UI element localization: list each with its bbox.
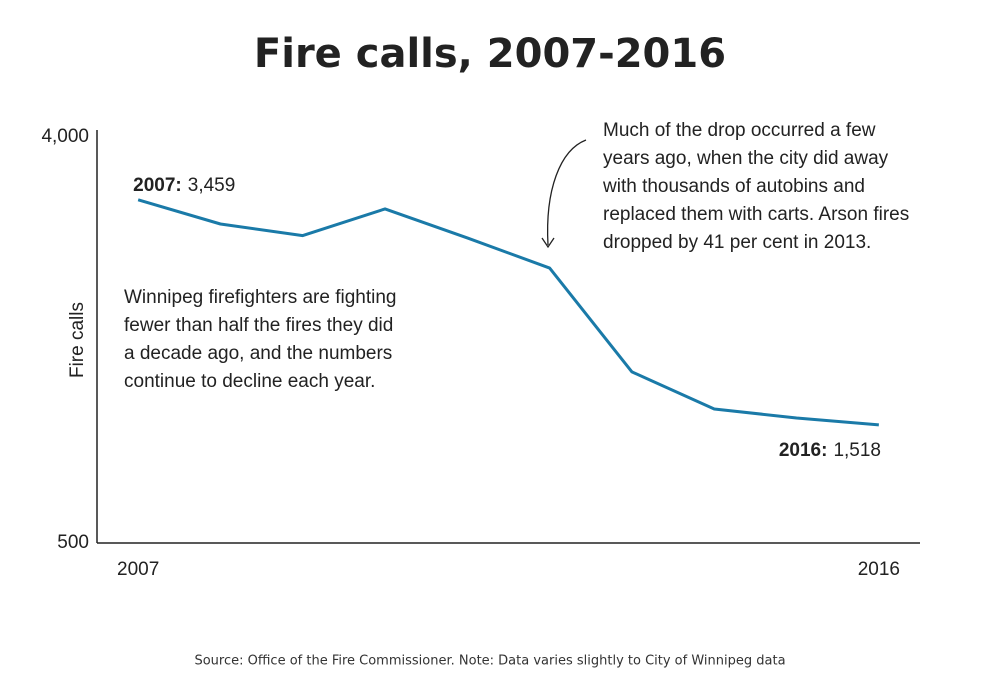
point-label-year: 2007: [133,175,182,196]
annotation-arrowhead [541,237,555,249]
annotation-line: Much of the drop occurred a few [603,120,876,141]
annotation-line: replaced them with carts. Arson fires [603,204,909,225]
point-label-value: 3,459 [188,175,236,196]
point-label-year: 2016: [779,440,828,461]
annotation-line: continue to decline each year. [124,371,375,392]
annotation-line: dropped by 41 per cent in 2013. [603,232,871,253]
annotation-line: with thousands of autobins and [602,176,865,197]
annotation-line: fewer than half the fires they did [124,315,393,336]
point-label: 2016: 1,518 [779,440,881,461]
annotation-line: years ago, when the city did away [603,148,889,169]
data-line [137,198,879,427]
point-label: 2007: 3,459 [133,175,235,196]
y-axis-label: Fire calls [67,302,88,378]
annotation-arrow [546,139,587,246]
annotation-line: Winnipeg firefighters are fighting [124,287,396,308]
point-label-value: 1,518 [833,440,881,461]
x-tick-label: 2007 [117,559,159,580]
x-tick-label: 2016 [858,559,900,580]
source-note: Source: Office of the Fire Commissioner.… [194,654,785,669]
chart-title: Fire calls, 2007-2016 [254,31,726,77]
y-tick-label: 4,000 [41,126,89,147]
y-tick-label: 500 [57,532,89,553]
annotation-line: a decade ago, and the numbers [124,343,392,364]
